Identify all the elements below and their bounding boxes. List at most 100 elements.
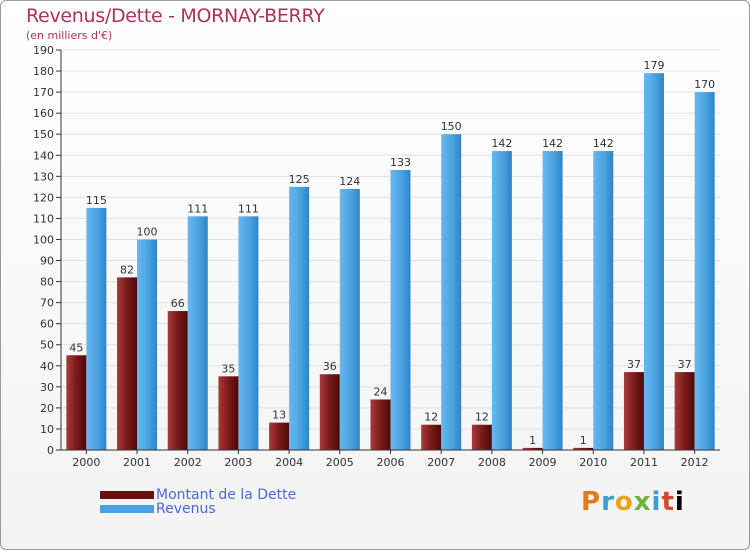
data-label: 1 [580,434,587,447]
logo-letter: o [614,487,634,517]
bar-revenus [289,186,310,450]
x-tick-label: 2004 [275,456,303,469]
data-label: 125 [289,173,310,186]
x-tick-label: 2008 [478,456,506,469]
chart-subtitle: (en milliers d'€) [26,29,113,42]
bar-dette [167,311,188,450]
chart-title: Revenus/Dette - MORNAY-BERRY [26,5,325,27]
y-tick-label: 80 [40,276,54,289]
data-label: 111 [187,202,208,215]
bar-revenus [542,151,563,451]
legend-item-revenus: Revenus [100,501,216,517]
y-tick-label: 40 [40,360,54,373]
legend-label-revenus: Revenus [156,501,216,517]
x-tick-label: 2006 [377,456,405,469]
bar-dette [623,372,644,450]
data-label: 36 [323,360,337,373]
y-tick-label: 20 [40,402,54,415]
x-tick-label: 2005 [326,456,354,469]
bar-dette [117,277,138,450]
bar-dette [471,424,492,450]
logo-letter: P [581,487,602,517]
data-label: 142 [542,137,563,150]
data-label: 142 [491,137,512,150]
data-label: 66 [171,297,185,310]
data-label: 12 [424,411,438,424]
bar-dette [319,374,340,450]
y-tick-label: 160 [33,107,54,120]
logo-letter: i [651,487,662,517]
y-tick-label: 140 [33,149,54,162]
y-tick-label: 150 [33,128,54,141]
logo-letter: t [661,487,675,517]
data-label: 111 [238,202,259,215]
data-label: 100 [137,225,158,238]
y-tick-label: 100 [33,233,54,246]
y-tick-label: 0 [47,444,54,457]
bar-revenus [390,170,411,450]
data-label: 45 [69,341,83,354]
legend-swatch-debt [100,491,154,499]
data-label: 82 [120,263,134,276]
data-label: 170 [694,78,715,91]
y-tick-label: 170 [33,86,54,99]
x-tick-label: 2003 [224,456,252,469]
bar-dette [218,376,239,450]
y-tick-label: 110 [33,212,54,225]
y-tick-label: 50 [40,339,54,352]
x-tick-label: 2009 [529,456,557,469]
y-tick-label: 70 [40,297,54,310]
y-tick-label: 10 [40,423,54,436]
data-label: 1 [529,434,536,447]
logo-letter: i [674,487,685,517]
x-tick-label: 2000 [72,456,100,469]
legend-swatch-revenus [100,505,154,513]
x-tick-label: 2002 [174,456,202,469]
bar-dette [573,447,594,450]
bar-dette [66,355,87,450]
logo-letter: r [601,487,615,517]
data-label: 37 [627,358,641,371]
data-label: 133 [390,156,411,169]
y-tick-label: 130 [33,170,54,183]
y-tick-label: 190 [33,44,54,57]
bar-dette [522,447,543,450]
x-tick-label: 2007 [427,456,455,469]
bar-dette [421,424,442,450]
bar-revenus [694,92,715,451]
bar-revenus [491,151,512,451]
y-tick-label: 60 [40,318,54,331]
y-tick-label: 120 [33,191,54,204]
bar-revenus [137,239,158,450]
bar-dette [269,422,290,450]
y-tick-label: 90 [40,255,54,268]
proxiti-logo: Proxiti [581,487,685,517]
x-tick-label: 2012 [681,456,709,469]
data-label: 179 [643,59,664,72]
bar-revenus [187,216,208,450]
bar-revenus [238,216,259,450]
data-label: 12 [475,411,489,424]
bar-revenus [643,73,664,450]
data-label: 24 [374,385,388,398]
bar-revenus [86,207,107,450]
x-tick-label: 2001 [123,456,151,469]
data-label: 124 [339,175,360,188]
x-tick-label: 2011 [630,456,658,469]
data-label: 35 [221,362,235,375]
bar-revenus [441,134,462,451]
bar-revenus [593,151,614,451]
y-tick-label: 180 [33,65,54,78]
bar-dette [370,399,391,450]
legend-label-debt: Montant de la Dette [156,487,297,503]
data-label: 37 [678,358,692,371]
logo-letter: x [633,487,652,517]
data-label: 142 [593,137,614,150]
bar-dette [674,372,695,450]
y-tick-label: 30 [40,381,54,394]
bar-revenus [339,188,360,450]
data-label: 13 [272,409,286,422]
data-label: 150 [441,120,462,133]
data-label: 115 [86,194,107,207]
